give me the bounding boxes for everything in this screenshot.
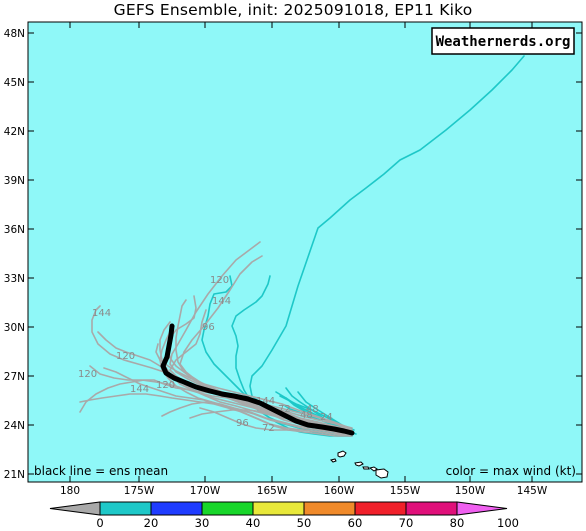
member-track [89, 365, 353, 429]
forecast-hour-label: 144 [212, 296, 231, 307]
lon-label: 175W [124, 485, 155, 497]
colorbar-segment [99, 501, 152, 516]
forecast-hour-label: 144 [256, 396, 275, 407]
colorbar-tick-label: 100 [497, 516, 519, 530]
lon-label: 160W [324, 485, 355, 497]
colorbar-cap-left [49, 501, 101, 516]
colorbar-segment [354, 501, 407, 516]
colorbar-tick-label: 0 [96, 516, 103, 530]
colorbar-tick-label: 40 [246, 516, 261, 530]
member-track [159, 321, 351, 433]
lon-label: 180 [60, 485, 80, 497]
colorbar-cap-right [456, 501, 508, 516]
forecast-hour-label: 120 [210, 275, 229, 286]
lat-label: 21N [4, 469, 25, 481]
forecast-hour-label: 72 [262, 423, 275, 434]
colorbar-segment [201, 501, 254, 516]
lat-label: 39N [4, 175, 25, 187]
lat-label: 33N [4, 273, 25, 285]
colorbar-tick-label: 60 [348, 516, 363, 530]
colorbar-tick-label: 80 [450, 516, 465, 530]
member-track [179, 255, 351, 431]
colorbar-tick-label: 30 [195, 516, 210, 530]
wind-colorbar [49, 501, 508, 516]
latitude-labels: 21N 24N 27N 30N 33N 36N 39N 42N 45N 48N [4, 28, 25, 481]
forecast-hour-label: 120 [78, 369, 97, 380]
watermark-text: Weathernerds.org [436, 34, 571, 50]
lat-label: 30N [4, 322, 25, 334]
lat-label: 45N [4, 77, 25, 89]
forecast-hour-label: 96 [236, 418, 249, 429]
lat-label: 42N [4, 126, 25, 138]
ensemble-mean-note: black line = ens mean [34, 464, 168, 478]
colorbar-tick-label: 20 [144, 516, 159, 530]
forecast-hour-label: 48 [306, 404, 319, 415]
forecast-hour-label: 144 [130, 384, 149, 395]
watermark-box [431, 27, 575, 55]
ensemble-mean-track [160, 323, 355, 436]
forecast-hour-label: 48 [300, 410, 313, 421]
forecast-hour-label: 24 [320, 412, 333, 423]
longitude-labels: 180 175W 170W 165W 160W 155W 150W 145W [60, 485, 548, 497]
colorbar-labels: 0 20 30 40 50 60 70 80 100 [96, 516, 519, 530]
forecast-hour-label: 120 [156, 380, 175, 391]
lat-label: 27N [4, 371, 25, 383]
lon-label: 155W [390, 485, 421, 497]
color-legend-note: color = max wind (kt) [446, 464, 576, 478]
colorbar-tick-label: 50 [297, 516, 312, 530]
lon-label: 145W [517, 485, 548, 497]
colorbar-segment [303, 501, 356, 516]
axis-ticks [28, 22, 582, 482]
forecast-hour-label: 72 [278, 404, 291, 415]
member-track [159, 325, 351, 435]
lat-label: 24N [4, 420, 25, 432]
lon-label: 150W [455, 485, 486, 497]
lat-label: 36N [4, 224, 25, 236]
forecast-hour-label: 144 [92, 308, 111, 319]
colorbar-tick-label: 70 [399, 516, 414, 530]
lat-label: 48N [4, 28, 25, 40]
forecast-hour-label: 120 [116, 351, 135, 362]
colorbar-segment [252, 501, 305, 516]
hawaiian-islands [330, 450, 389, 479]
colorbar-segment [405, 501, 458, 516]
lon-label: 165W [257, 485, 288, 497]
lon-label: 170W [190, 485, 221, 497]
member-track [79, 393, 351, 437]
forecast-hour-label: 96 [202, 322, 215, 333]
map-title: GEFS Ensemble, init: 2025091018, EP11 Ki… [113, 1, 473, 19]
colorbar-segment [150, 501, 203, 516]
